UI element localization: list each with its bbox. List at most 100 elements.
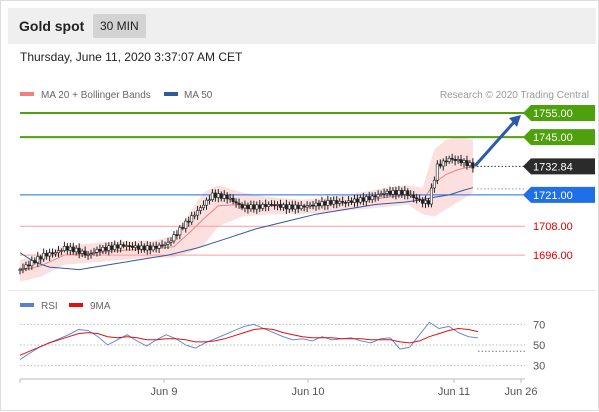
candle-body: [207, 199, 211, 202]
candle-body: [125, 245, 129, 247]
candle-body: [264, 204, 268, 207]
x-tick-label: Jun 9: [151, 386, 178, 398]
candle-body: [391, 190, 395, 195]
candle-body: [243, 205, 247, 209]
candle-body: [329, 200, 333, 205]
candle-body: [246, 205, 250, 210]
candle-body: [113, 244, 117, 250]
candle-body: [163, 243, 167, 246]
candle-body: [450, 157, 454, 160]
candle-body: [219, 193, 223, 199]
candle-body: [444, 160, 448, 163]
candle-body: [276, 204, 280, 206]
candle-body: [432, 179, 436, 189]
candle-body: [299, 205, 303, 209]
candle-body: [350, 200, 354, 203]
candle-body: [169, 240, 173, 243]
pivot-label: 1721.00: [533, 190, 573, 202]
candle-body: [216, 193, 220, 198]
candle-body: [193, 214, 197, 217]
candle-body: [435, 163, 439, 181]
target-tag: [523, 129, 595, 146]
candle-body: [252, 204, 256, 210]
legend-swatch-ma20: [20, 92, 34, 96]
candle-body: [394, 190, 398, 195]
candle-body: [296, 204, 300, 209]
price-tag: [523, 158, 595, 175]
legend-label-9ma: 9MA: [90, 301, 111, 312]
legend-label-rsi: RSI: [41, 301, 58, 312]
candle-body: [317, 202, 321, 207]
candle-body: [228, 197, 232, 200]
candle-body: [157, 244, 161, 249]
candle-body: [326, 200, 330, 206]
credit-text: Research © 2020 Trading Central: [440, 90, 589, 101]
candle-body: [45, 252, 49, 257]
candle-body: [160, 244, 164, 247]
level-lines: [20, 112, 529, 256]
panel-separator: [8, 290, 596, 291]
candle-body: [39, 256, 43, 260]
candle-body: [145, 245, 149, 251]
candle-body: [397, 190, 401, 195]
candle-body: [119, 244, 123, 249]
candle-body: [222, 194, 226, 199]
rsi-gridlines: 70 50 30: [20, 319, 545, 373]
candle-body: [382, 192, 386, 195]
forecast-arrow: [473, 115, 521, 168]
candle-body: [332, 200, 336, 205]
level-price-tags: 1755.00 1745.00 1732.84 1721.00 1708.00 1696.…: [523, 105, 595, 262]
x-tick-label: Jun 11: [438, 386, 470, 398]
candle-body: [86, 254, 90, 256]
candle-body: [355, 198, 359, 203]
candle-body: [258, 204, 262, 209]
candle-body: [95, 249, 99, 253]
candle-body: [98, 249, 102, 252]
rsi-9ma-line: [19, 327, 479, 356]
candle-body: [273, 204, 277, 206]
candle-body: [104, 247, 108, 251]
candle-body: [311, 204, 315, 207]
candle-body: [424, 200, 428, 204]
candle-body: [202, 204, 206, 208]
candle-body: [415, 197, 419, 200]
candle-body: [462, 160, 466, 164]
candle-body: [403, 190, 407, 195]
candle-body: [21, 268, 25, 270]
candle-body: [199, 207, 203, 211]
candle-body: [367, 196, 371, 200]
candle-body: [139, 245, 143, 250]
candle-body: [136, 245, 140, 250]
candle-body: [116, 244, 120, 249]
candle-body: [240, 204, 244, 209]
candle-body: [358, 197, 362, 203]
candle-body: [323, 201, 327, 206]
header-bar: Gold spot 30 MIN: [8, 8, 596, 44]
candle-body: [181, 227, 185, 229]
candle-body: [347, 200, 351, 203]
candle-body: [210, 192, 214, 201]
arrow-shaft: [473, 120, 517, 168]
candle-body: [314, 202, 318, 207]
candle-body: [468, 162, 472, 167]
candle-body: [255, 204, 259, 210]
rsi-tick-label: 30: [533, 361, 545, 373]
candle-body: [225, 194, 229, 200]
candle-body: [267, 204, 271, 207]
candle-body: [385, 190, 389, 194]
candle-body: [426, 200, 430, 205]
target-label: 1755.00: [533, 108, 573, 120]
candle-body: [418, 198, 422, 201]
candle-body: [172, 234, 176, 242]
instrument-title: Gold spot: [19, 18, 85, 34]
timeframe-badge[interactable]: 30 MIN: [93, 14, 146, 38]
candle-body: [447, 157, 451, 162]
x-axis-ticks: Jun 9 Jun 10 Jun 11 Jun 26: [19, 379, 538, 398]
candle-body: [48, 252, 52, 257]
candle-body: [24, 264, 28, 269]
candle-body: [54, 252, 58, 255]
candle-body: [130, 245, 134, 248]
candle-body: [151, 245, 155, 251]
candle-body: [338, 201, 342, 204]
rsi-tick-label: 50: [533, 340, 545, 352]
